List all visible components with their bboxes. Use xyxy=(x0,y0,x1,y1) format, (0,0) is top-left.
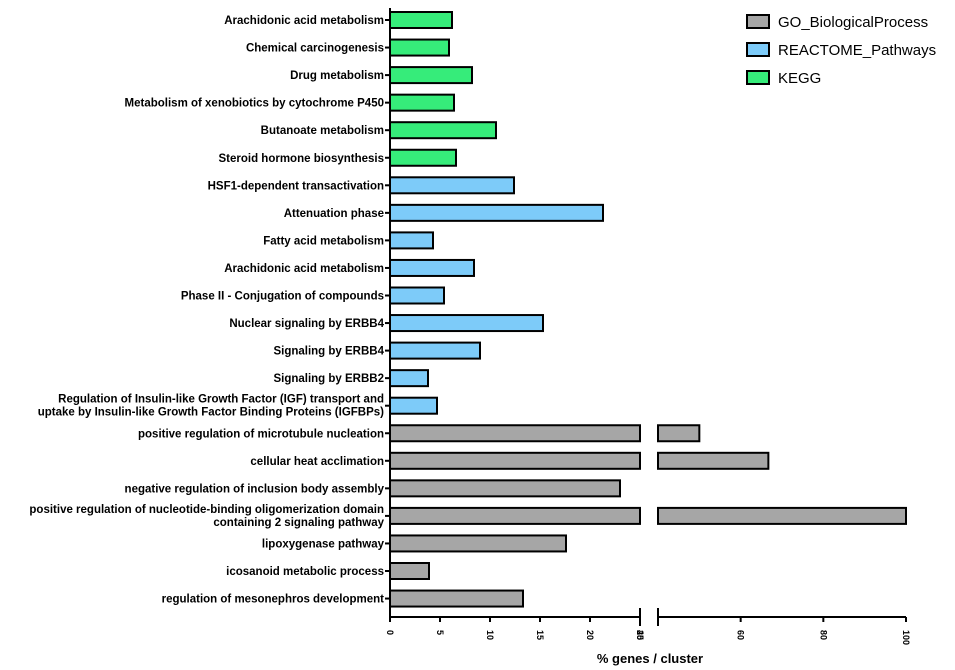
category-label-6: HSF1-dependent transactivation xyxy=(208,180,384,192)
category-label-10: Phase II - Conjugation of compounds xyxy=(181,291,384,303)
category-label-17: negative regulation of inclusion body as… xyxy=(125,483,385,495)
category-label-20: icosanoid metabolic process xyxy=(226,566,384,578)
bar-14 xyxy=(389,396,438,415)
category-label-12: Signaling by ERBB4 xyxy=(273,346,384,358)
x-tick-label-seg2-1: 60 xyxy=(736,630,746,640)
bar-4 xyxy=(389,121,497,140)
legend-swatch-0 xyxy=(746,14,770,29)
bar-5 xyxy=(389,148,457,167)
bar-17 xyxy=(389,479,621,498)
category-label-19: lipoxygenase pathway xyxy=(262,538,385,550)
bar-12 xyxy=(389,341,481,360)
bar-13 xyxy=(389,369,429,388)
bar-20 xyxy=(389,562,430,580)
category-label-14-line-1: uptake by Insulin-like Growth Factor Bin… xyxy=(38,407,384,419)
legend-label-0: GO_BiologicalProcess xyxy=(778,14,928,31)
bar-2 xyxy=(389,66,473,85)
category-label-1: Chemical carcinogenesis xyxy=(246,43,384,55)
legend-label-1: REACTOME_Pathways xyxy=(778,42,936,59)
x-tick-label-seg1-3: 15 xyxy=(535,630,545,640)
category-label-7: Attenuation phase xyxy=(284,208,384,220)
x-tick-label-seg1-1: 5 xyxy=(435,630,445,635)
category-label-14-line-0: Regulation of Insulin-like Growth Factor… xyxy=(58,394,384,406)
category-label-21: regulation of mesonephros development xyxy=(162,594,385,606)
bar-15-segment-1 xyxy=(389,424,641,443)
category-label-15: positive regulation of microtubule nucle… xyxy=(138,428,384,440)
category-label-16: cellular heat acclimation xyxy=(250,456,384,468)
bar-18-segment-2 xyxy=(657,506,907,525)
bar-0 xyxy=(389,11,453,29)
x-tick-label-seg1-2: 10 xyxy=(485,630,495,640)
bar-18-segment-1 xyxy=(389,506,641,525)
category-label-18-line-0: positive regulation of nucleotide-bindin… xyxy=(29,504,384,516)
category-label-0: Arachidonic acid metabolism xyxy=(224,15,384,27)
bar-15-segment-2 xyxy=(657,424,701,443)
x-axis-title: % genes / cluster xyxy=(597,651,703,666)
x-tick-label-seg2-2: 80 xyxy=(818,630,828,640)
category-label-4: Butanoate metabolism xyxy=(261,125,384,137)
bar-3 xyxy=(389,93,455,112)
x-tick-label-seg1-4: 20 xyxy=(585,630,595,640)
bar-7 xyxy=(389,203,604,222)
bar-11 xyxy=(389,314,544,333)
legend-swatch-1 xyxy=(746,42,770,57)
bar-1 xyxy=(389,38,450,57)
bar-8 xyxy=(389,231,434,250)
category-label-5: Steroid hormone biosynthesis xyxy=(219,153,385,165)
category-label-8: Fatty acid metabolism xyxy=(263,235,384,247)
bar-10 xyxy=(389,286,445,305)
x-tick-label-seg2-0: 40 xyxy=(635,630,645,640)
bar-9 xyxy=(389,258,475,277)
category-label-13: Signaling by ERBB2 xyxy=(273,373,384,385)
legend-label-2: KEGG xyxy=(778,70,821,87)
x-tick-label-seg1-0: 0 xyxy=(385,630,395,635)
category-label-11: Nuclear signaling by ERBB4 xyxy=(229,318,384,330)
x-tick-label-seg1-5: 25 xyxy=(635,630,645,640)
bar-6 xyxy=(389,176,515,195)
bars-layer xyxy=(389,11,907,608)
bar-21 xyxy=(389,589,524,608)
legend: GO_BiologicalProcess REACTOME_Pathways KEG… xyxy=(746,14,936,87)
x-tick-label-seg2-3: 100 xyxy=(901,630,911,645)
category-label-18-line-1: containing 2 signaling pathway xyxy=(213,517,384,529)
category-label-2: Drug metabolism xyxy=(290,70,384,82)
bar-16-segment-1 xyxy=(389,451,641,470)
category-label-3: Metabolism of xenobiotics by cytochrome … xyxy=(125,98,384,110)
bar-19 xyxy=(389,534,567,553)
legend-swatch-2 xyxy=(746,70,770,85)
category-label-9: Arachidonic acid metabolism xyxy=(224,263,384,275)
category-labels: Arachidonic acid metabolism Chemical carc… xyxy=(29,15,384,606)
bar-16-segment-2 xyxy=(657,451,770,470)
